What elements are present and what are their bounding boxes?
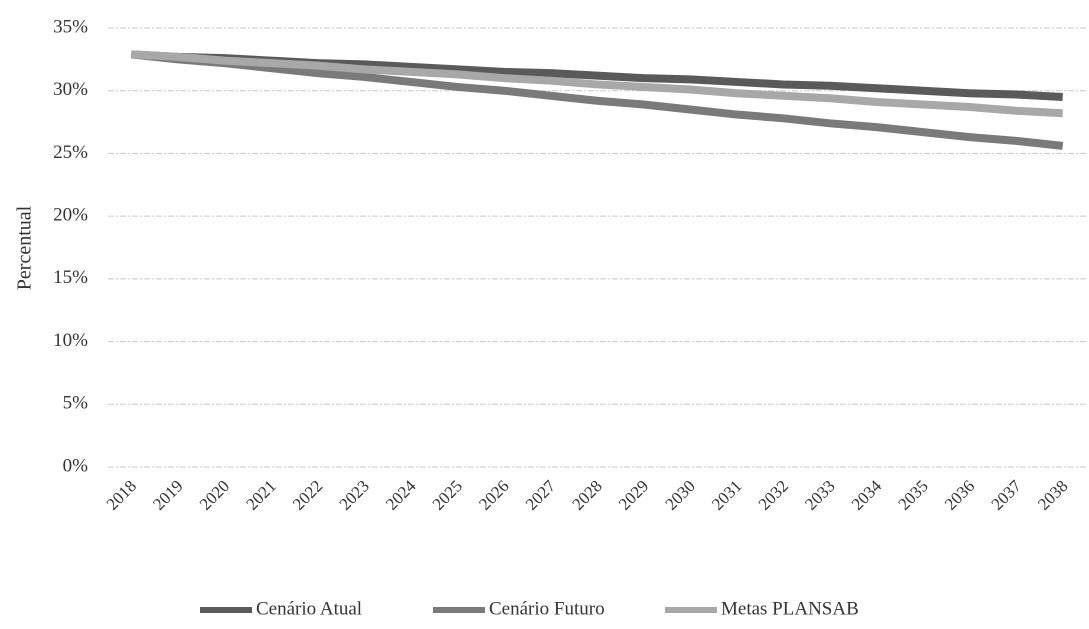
legend-label: Metas PLANSAB	[721, 598, 859, 619]
x-tick-label: 2022	[289, 476, 326, 513]
x-tick-label: 2018	[103, 476, 140, 513]
x-tick-label: 2023	[335, 476, 372, 513]
x-tick-label: 2035	[894, 476, 931, 513]
x-tick-label: 2025	[429, 476, 466, 513]
x-tick-label: 2037	[987, 476, 1025, 514]
y-tick-label: 5%	[63, 393, 89, 414]
y-tick-label: 0%	[63, 455, 89, 476]
y-tick-label: 25%	[53, 142, 88, 163]
y-tick-label: 15%	[53, 267, 88, 288]
y-tick-label: 35%	[53, 16, 88, 37]
x-tick-label: 2038	[1034, 476, 1071, 513]
x-tick-label: 2020	[196, 476, 233, 513]
x-tick-label: 2019	[149, 476, 186, 513]
y-tick-label: 30%	[53, 79, 88, 100]
x-tick-label: 2029	[615, 476, 652, 513]
legend-label: Cenário Futuro	[489, 598, 605, 619]
x-tick-label: 2026	[475, 476, 512, 513]
x-tick-label: 2031	[708, 476, 745, 513]
x-tick-label: 2027	[522, 476, 560, 514]
x-tick-label: 2021	[242, 476, 279, 513]
y-axis-label: Percentual	[14, 205, 36, 290]
line-series	[130, 50, 1064, 150]
x-tick-label: 2030	[661, 476, 698, 513]
x-tick-label: 2033	[801, 476, 838, 513]
x-tick-label: 2034	[848, 476, 886, 514]
y-tick-label: 20%	[53, 205, 88, 226]
legend-label: Cenário Atual	[256, 598, 362, 619]
y-tick-label: 10%	[53, 330, 88, 351]
x-tick-label: 2036	[941, 476, 978, 513]
x-tick-label: 2032	[755, 476, 792, 513]
line-series	[131, 50, 1063, 118]
x-tick-label: 2024	[382, 476, 420, 514]
x-tick-label: 2028	[568, 476, 605, 513]
